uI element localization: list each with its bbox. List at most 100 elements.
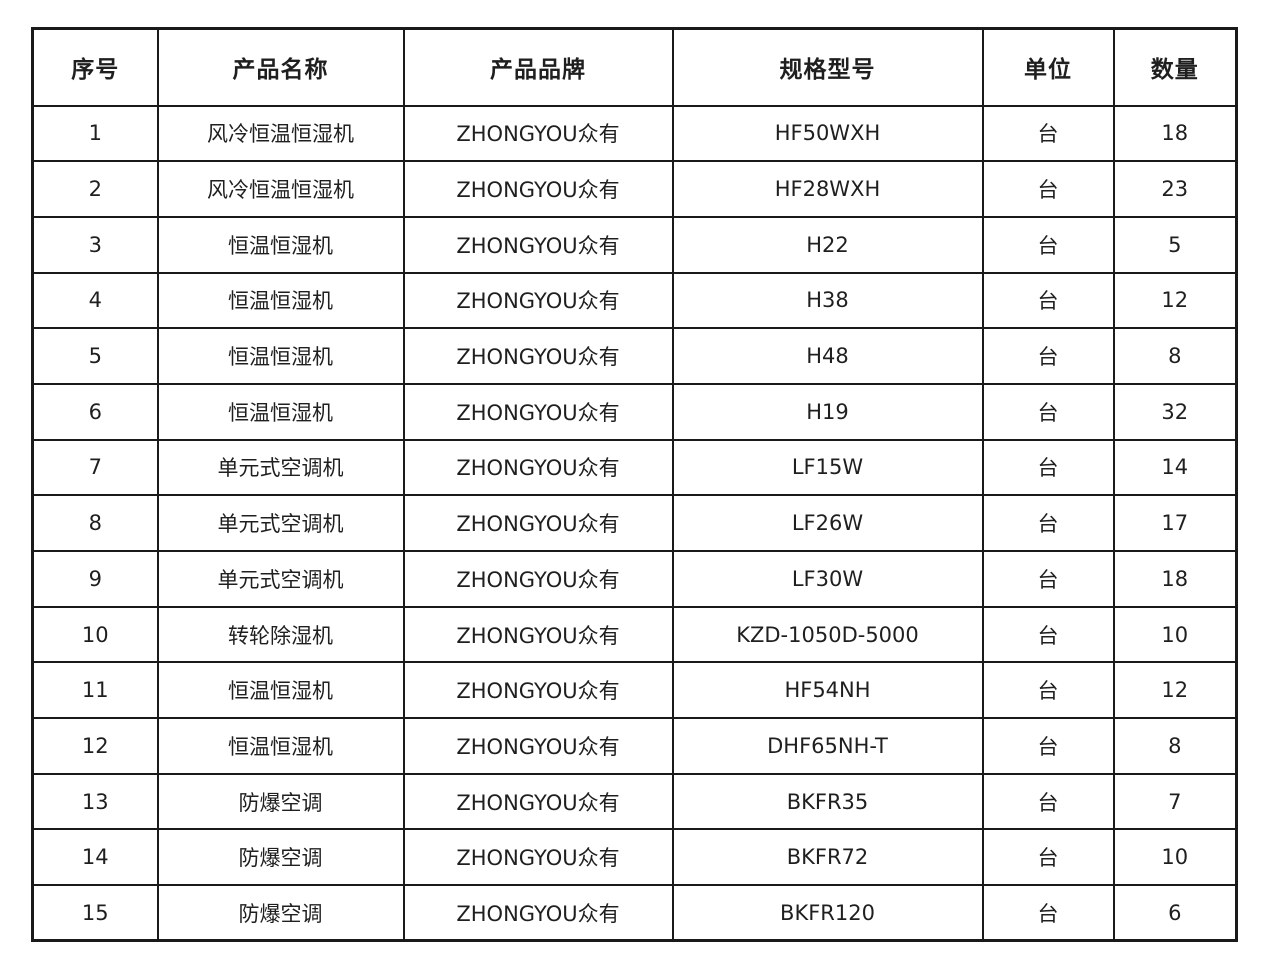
cell-unit: 台 [981,215,1115,274]
cell-product-name: 恒温恒湿机 [156,271,405,330]
cell-spec-model: HF28WXH [671,160,984,218]
cell-unit: 台 [981,884,1115,942]
cell-quantity: 12 [1112,271,1238,330]
cell-unit: 台 [981,828,1115,887]
header-serial-number: 序号 [31,27,159,107]
cell-product-name: 风冷恒温恒湿机 [156,104,405,163]
table-body: 1 风冷恒温恒湿机 ZHONGYOU众有 HF50WXH 台 18 2 风冷恒温… [31,104,1238,942]
cell-spec-model: BKFR35 [671,772,984,831]
cell-quantity: 14 [1112,438,1238,497]
cell-serial-number: 5 [31,327,159,385]
cell-spec-model: HF50WXH [671,104,984,163]
table-row: 15 防爆空调 ZHONGYOU众有 BKFR120 台 6 [31,884,1238,942]
cell-spec-model: DHF65NH-T [671,717,984,775]
cell-product-brand: ZHONGYOU众有 [402,271,674,330]
cell-unit: 台 [981,550,1115,608]
cell-product-brand: ZHONGYOU众有 [402,828,674,887]
cell-serial-number: 15 [31,884,159,942]
cell-product-brand: ZHONGYOU众有 [402,104,674,163]
cell-serial-number: 12 [31,717,159,775]
cell-unit: 台 [981,772,1115,831]
header-spec-model: 规格型号 [671,27,984,107]
cell-spec-model: H19 [671,382,984,441]
cell-unit: 台 [981,661,1115,720]
cell-quantity: 7 [1112,772,1238,831]
table-row: 4 恒温恒湿机 ZHONGYOU众有 H38 台 12 [31,271,1238,330]
cell-product-brand: ZHONGYOU众有 [402,160,674,218]
cell-unit: 台 [981,717,1115,775]
cell-spec-model: BKFR72 [671,828,984,887]
cell-quantity: 6 [1112,884,1238,942]
cell-product-brand: ZHONGYOU众有 [402,327,674,385]
cell-serial-number: 7 [31,438,159,497]
header-product-name: 产品名称 [156,27,405,107]
table-row: 7 单元式空调机 ZHONGYOU众有 LF15W 台 14 [31,438,1238,497]
cell-serial-number: 14 [31,828,159,887]
cell-unit: 台 [981,605,1115,664]
cell-spec-model: H48 [671,327,984,385]
cell-unit: 台 [981,438,1115,497]
header-row: 序号 产品名称 产品品牌 规格型号 单位 数量 [31,27,1238,107]
cell-spec-model: BKFR120 [671,884,984,942]
cell-product-brand: ZHONGYOU众有 [402,884,674,942]
cell-product-name: 恒温恒湿机 [156,215,405,274]
product-table: 序号 产品名称 产品品牌 规格型号 单位 数量 1 风冷恒温恒湿机 ZHONGY… [31,27,1238,943]
cell-spec-model: LF15W [671,438,984,497]
cell-serial-number: 2 [31,160,159,218]
table-row: 12 恒温恒湿机 ZHONGYOU众有 DHF65NH-T 台 8 [31,717,1238,775]
cell-quantity: 8 [1112,717,1238,775]
table-row: 1 风冷恒温恒湿机 ZHONGYOU众有 HF50WXH 台 18 [31,104,1238,163]
cell-spec-model: HF54NH [671,661,984,720]
cell-spec-model: H38 [671,271,984,330]
cell-spec-model: H22 [671,215,984,274]
cell-serial-number: 10 [31,605,159,664]
cell-product-brand: ZHONGYOU众有 [402,550,674,608]
cell-product-brand: ZHONGYOU众有 [402,605,674,664]
cell-product-name: 防爆空调 [156,884,405,942]
cell-quantity: 18 [1112,104,1238,163]
cell-product-brand: ZHONGYOU众有 [402,438,674,497]
cell-product-name: 单元式空调机 [156,550,405,608]
table-row: 5 恒温恒湿机 ZHONGYOU众有 H48 台 8 [31,327,1238,385]
cell-quantity: 5 [1112,215,1238,274]
cell-product-name: 恒温恒湿机 [156,382,405,441]
cell-unit: 台 [981,327,1115,385]
cell-spec-model: LF26W [671,494,984,552]
cell-quantity: 23 [1112,160,1238,218]
cell-unit: 台 [981,271,1115,330]
cell-serial-number: 11 [31,661,159,720]
cell-product-brand: ZHONGYOU众有 [402,494,674,552]
table-row: 9 单元式空调机 ZHONGYOU众有 LF30W 台 18 [31,550,1238,608]
cell-serial-number: 3 [31,215,159,274]
cell-product-name: 恒温恒湿机 [156,717,405,775]
table-row: 6 恒温恒湿机 ZHONGYOU众有 H19 台 32 [31,382,1238,441]
table-row: 14 防爆空调 ZHONGYOU众有 BKFR72 台 10 [31,828,1238,887]
table-row: 10 转轮除湿机 ZHONGYOU众有 KZD-1050D-5000 台 10 [31,605,1238,664]
cell-product-name: 防爆空调 [156,772,405,831]
cell-product-brand: ZHONGYOU众有 [402,215,674,274]
cell-serial-number: 6 [31,382,159,441]
cell-serial-number: 4 [31,271,159,330]
table-header: 序号 产品名称 产品品牌 规格型号 单位 数量 [31,27,1238,107]
cell-serial-number: 9 [31,550,159,608]
cell-product-name: 单元式空调机 [156,494,405,552]
header-product-brand: 产品品牌 [402,27,674,107]
cell-product-brand: ZHONGYOU众有 [402,772,674,831]
cell-quantity: 10 [1112,828,1238,887]
cell-product-name: 转轮除湿机 [156,605,405,664]
cell-serial-number: 8 [31,494,159,552]
cell-product-brand: ZHONGYOU众有 [402,382,674,441]
table-row: 3 恒温恒湿机 ZHONGYOU众有 H22 台 5 [31,215,1238,274]
table-row: 2 风冷恒温恒湿机 ZHONGYOU众有 HF28WXH 台 23 [31,160,1238,218]
header-unit: 单位 [981,27,1115,107]
cell-product-name: 风冷恒温恒湿机 [156,160,405,218]
cell-product-name: 恒温恒湿机 [156,327,405,385]
header-quantity: 数量 [1112,27,1238,107]
table-row: 8 单元式空调机 ZHONGYOU众有 LF26W 台 17 [31,494,1238,552]
cell-unit: 台 [981,494,1115,552]
cell-quantity: 8 [1112,327,1238,385]
cell-product-name: 防爆空调 [156,828,405,887]
cell-unit: 台 [981,104,1115,163]
table-row: 11 恒温恒湿机 ZHONGYOU众有 HF54NH 台 12 [31,661,1238,720]
